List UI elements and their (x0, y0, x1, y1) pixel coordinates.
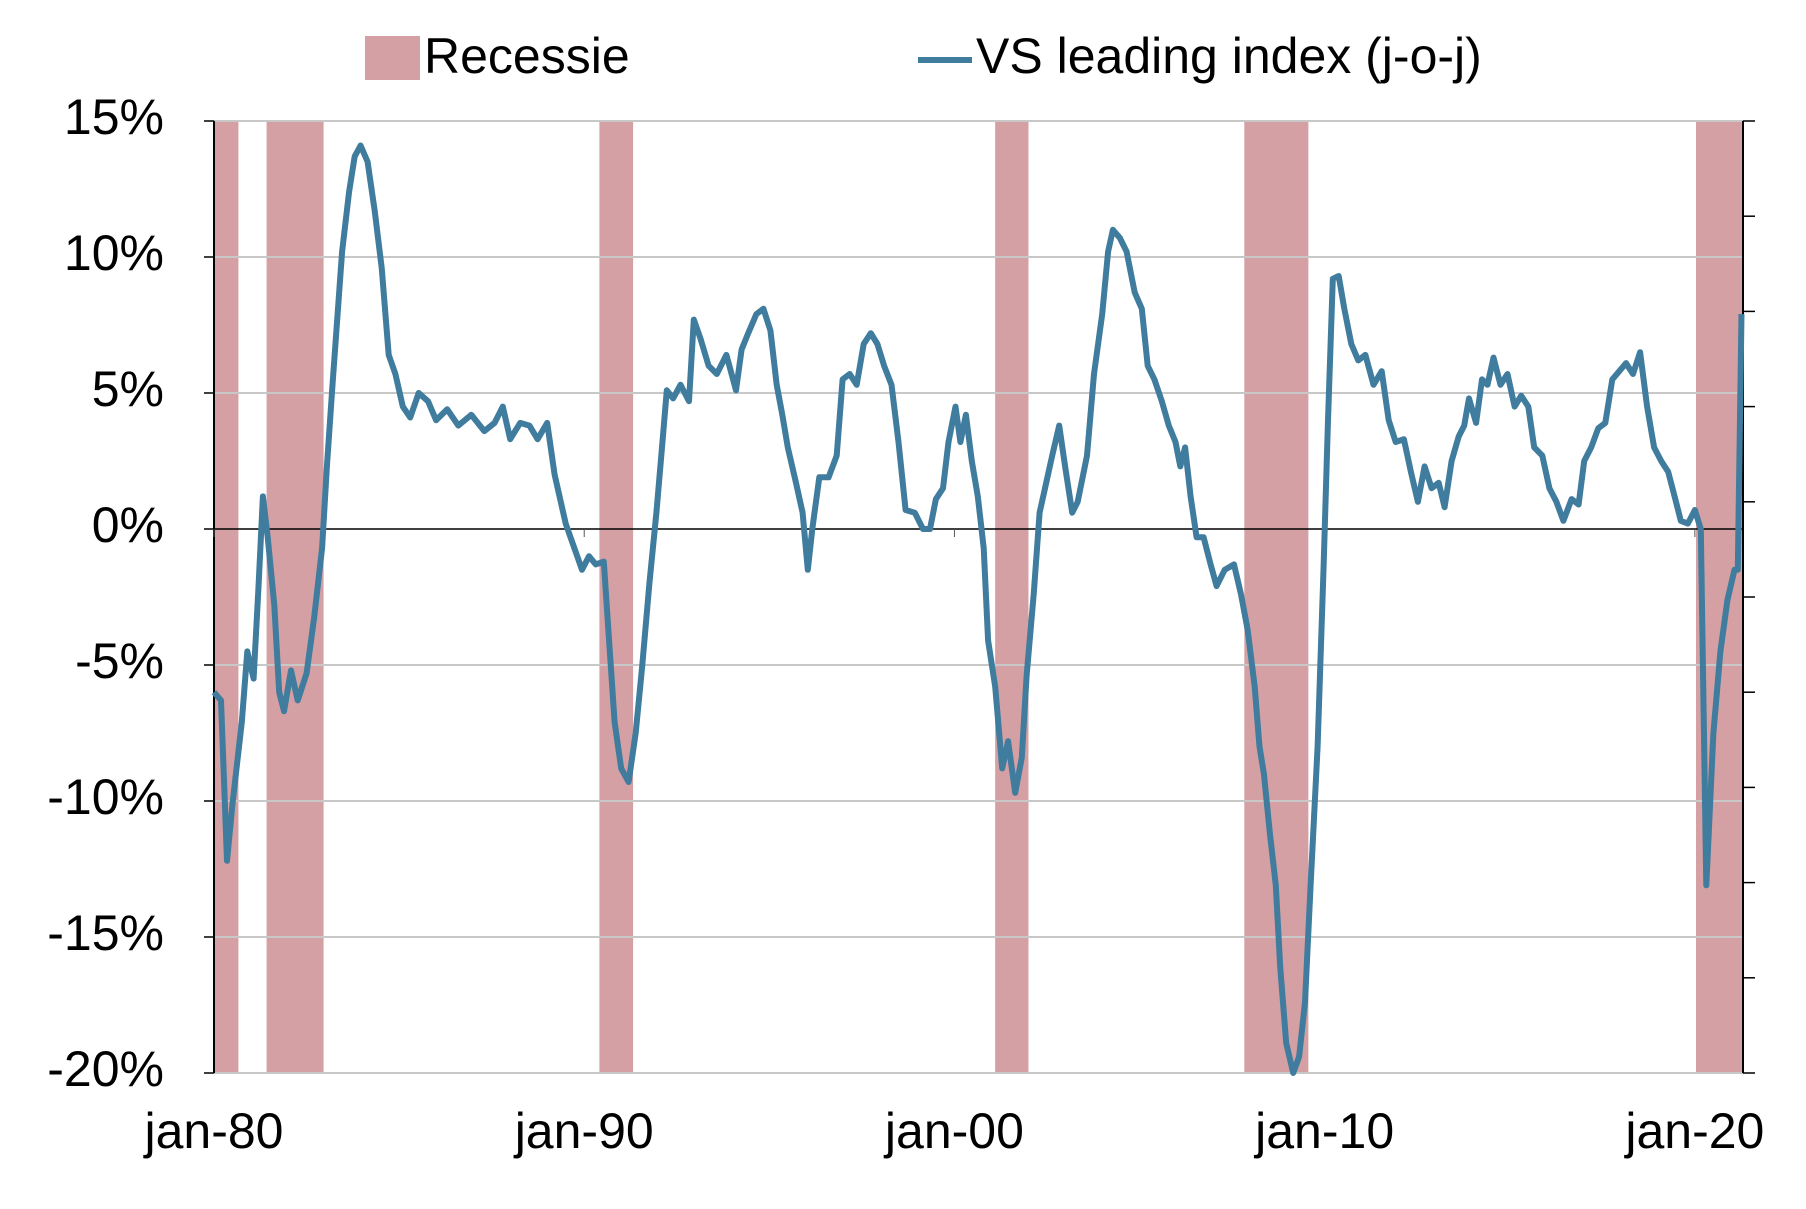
y-tick-label: -15% (47, 905, 164, 961)
y-tick-label: -10% (47, 769, 164, 825)
recession-band (214, 121, 239, 1073)
series-line (211, 142, 1745, 1076)
recession-band (995, 121, 1029, 1073)
legend-label: Recessie (424, 28, 630, 84)
x-tick-label: jan-20 (1623, 1103, 1764, 1159)
y-tick-label: -20% (47, 1041, 164, 1097)
x-tick-label: jan-00 (883, 1103, 1024, 1159)
legend-swatch-band (365, 36, 420, 80)
x-tick-label: jan-10 (1253, 1103, 1394, 1159)
x-tick-label: jan-90 (513, 1103, 654, 1159)
legend-label: VS leading index (j-o-j) (976, 28, 1482, 84)
y-tick-label: 5% (92, 361, 164, 417)
x-tick-label: jan-80 (143, 1103, 284, 1159)
y-tick-label: 10% (64, 225, 164, 281)
y-tick-label: 0% (92, 497, 164, 553)
y-tick-label: -5% (75, 633, 164, 689)
y-tick-label: 15% (64, 89, 164, 145)
